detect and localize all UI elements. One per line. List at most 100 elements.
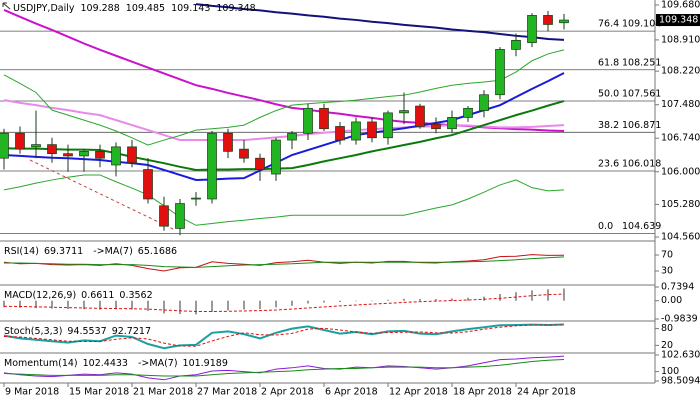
histogram-bar: [211, 300, 213, 312]
histogram-bar: [51, 300, 53, 309]
candle-body: [143, 169, 153, 200]
candle-body: [31, 144, 41, 148]
panel-header: Momentum(14) 102.4433 ->MA(7) 101.9189: [4, 358, 228, 369]
y-tick-label: 70: [661, 250, 673, 261]
header-part: MACD(12,26,9): [4, 290, 76, 301]
candle-body: [0, 132, 9, 159]
price-badge: [656, 14, 700, 27]
fib-price: 109.104: [622, 19, 661, 30]
header-part: ->MA(7): [138, 358, 178, 369]
histogram-bar: [467, 297, 469, 301]
symbol-icon: [2, 2, 11, 10]
indicator-line: [195, 3, 565, 41]
x-tick-label: 6 Apr 2018: [325, 387, 378, 398]
y-tick-label: 100: [661, 366, 679, 377]
indicator-line: [3, 355, 565, 381]
candle-body: [79, 151, 89, 157]
candle-body: [495, 49, 505, 96]
histogram-bar: [483, 296, 485, 301]
indicator-line: [3, 324, 565, 347]
header-part: RSI(14): [4, 246, 39, 257]
candle-body: [511, 39, 521, 50]
histogram-bar: [115, 300, 117, 310]
header-part: 0.3562: [119, 290, 152, 301]
histogram-bar: [35, 300, 37, 309]
trend-line: [29, 159, 176, 231]
histogram-bar: [99, 300, 101, 310]
histogram-bar: [179, 300, 181, 315]
histogram-bar: [291, 300, 293, 306]
header-part: USDJPY,Daily: [13, 3, 75, 14]
histogram-bar: [131, 300, 133, 310]
candle-body: [431, 123, 441, 130]
candle-body: [399, 110, 409, 114]
candle-body: [159, 205, 169, 227]
candle-body: [255, 157, 265, 170]
fib-label: 61.8: [598, 57, 619, 68]
candle-body: [351, 121, 361, 141]
candle-body: [447, 117, 457, 130]
histogram-bar: [355, 300, 357, 302]
panel-header: RSI(14) 69.3711 ->MA(7) 65.1686: [4, 246, 177, 257]
x-tick-label: 18 Apr 2018: [453, 387, 512, 398]
candle-body: [239, 148, 249, 159]
histogram-bar: [387, 299, 389, 301]
x-tick-label: 27 Mar 2018: [197, 387, 257, 398]
fib-label: 76.4: [598, 19, 619, 30]
histogram-bar: [259, 300, 261, 310]
fib-label: 0.0: [598, 221, 613, 232]
fib-price: 106.018: [622, 158, 661, 169]
header-part: 94.5537: [67, 326, 106, 337]
x-tick-label: 9 Mar 2018: [5, 387, 59, 398]
indicator-line: [4, 256, 565, 268]
header-part: 92.7217: [112, 326, 151, 337]
y-tick-label: 104.560: [661, 232, 700, 243]
header-part: 109.348: [216, 3, 255, 14]
histogram-bar: [227, 300, 229, 311]
header-part: ->MA(7): [93, 246, 133, 257]
fib-price: 108.251: [622, 57, 661, 68]
panel-header: Stoch(5,3,3) 94.5537 92.7217: [4, 326, 151, 337]
header-part: 65.1686: [138, 246, 177, 257]
y-tick-label: 0.00: [661, 295, 682, 306]
histogram-bar: [531, 290, 533, 301]
histogram-bar: [403, 298, 405, 301]
histogram-bar: [515, 292, 517, 301]
candle-body: [271, 139, 281, 175]
indicator-line: [3, 293, 565, 312]
header-part: Stoch(5,3,3): [4, 326, 62, 337]
y-tick-label: 0.7394: [661, 282, 694, 293]
indicator-line: [3, 358, 565, 377]
indicator-line: [3, 49, 565, 146]
candle-body: [47, 144, 57, 155]
y-tick-label: 20: [661, 340, 673, 351]
y-tick-label: 80: [661, 323, 673, 334]
candle-body: [191, 197, 201, 200]
indicator-line: [3, 254, 565, 272]
candle-body: [63, 153, 73, 157]
fib-label: 23.6: [598, 158, 619, 169]
y-tick-label: 30: [661, 266, 673, 277]
y-tick-label: 106.740: [661, 133, 700, 144]
candle-body: [127, 146, 137, 164]
candle-body: [335, 126, 345, 141]
y-tick-label: 105.280: [661, 199, 700, 210]
indicator-line: [3, 323, 565, 350]
histogram-bar: [19, 300, 21, 308]
candle-body: [95, 151, 105, 159]
histogram-bar: [419, 298, 421, 301]
candle-body: [175, 203, 185, 229]
header-part: 101.9189: [183, 358, 228, 369]
histogram-bar: [435, 299, 437, 301]
histogram-bar: [499, 294, 501, 301]
y-tick-label: 109.680: [661, 0, 700, 10]
candle-body: [415, 105, 425, 127]
histogram-bar: [275, 300, 277, 308]
candle-body: [207, 132, 217, 200]
histogram-bar: [323, 300, 325, 303]
header-part: 69.3711: [44, 246, 83, 257]
fib-label: 38.2: [598, 120, 619, 131]
histogram-bar: [3, 300, 5, 308]
indicator-line: [3, 99, 565, 142]
histogram-bar: [339, 300, 341, 303]
